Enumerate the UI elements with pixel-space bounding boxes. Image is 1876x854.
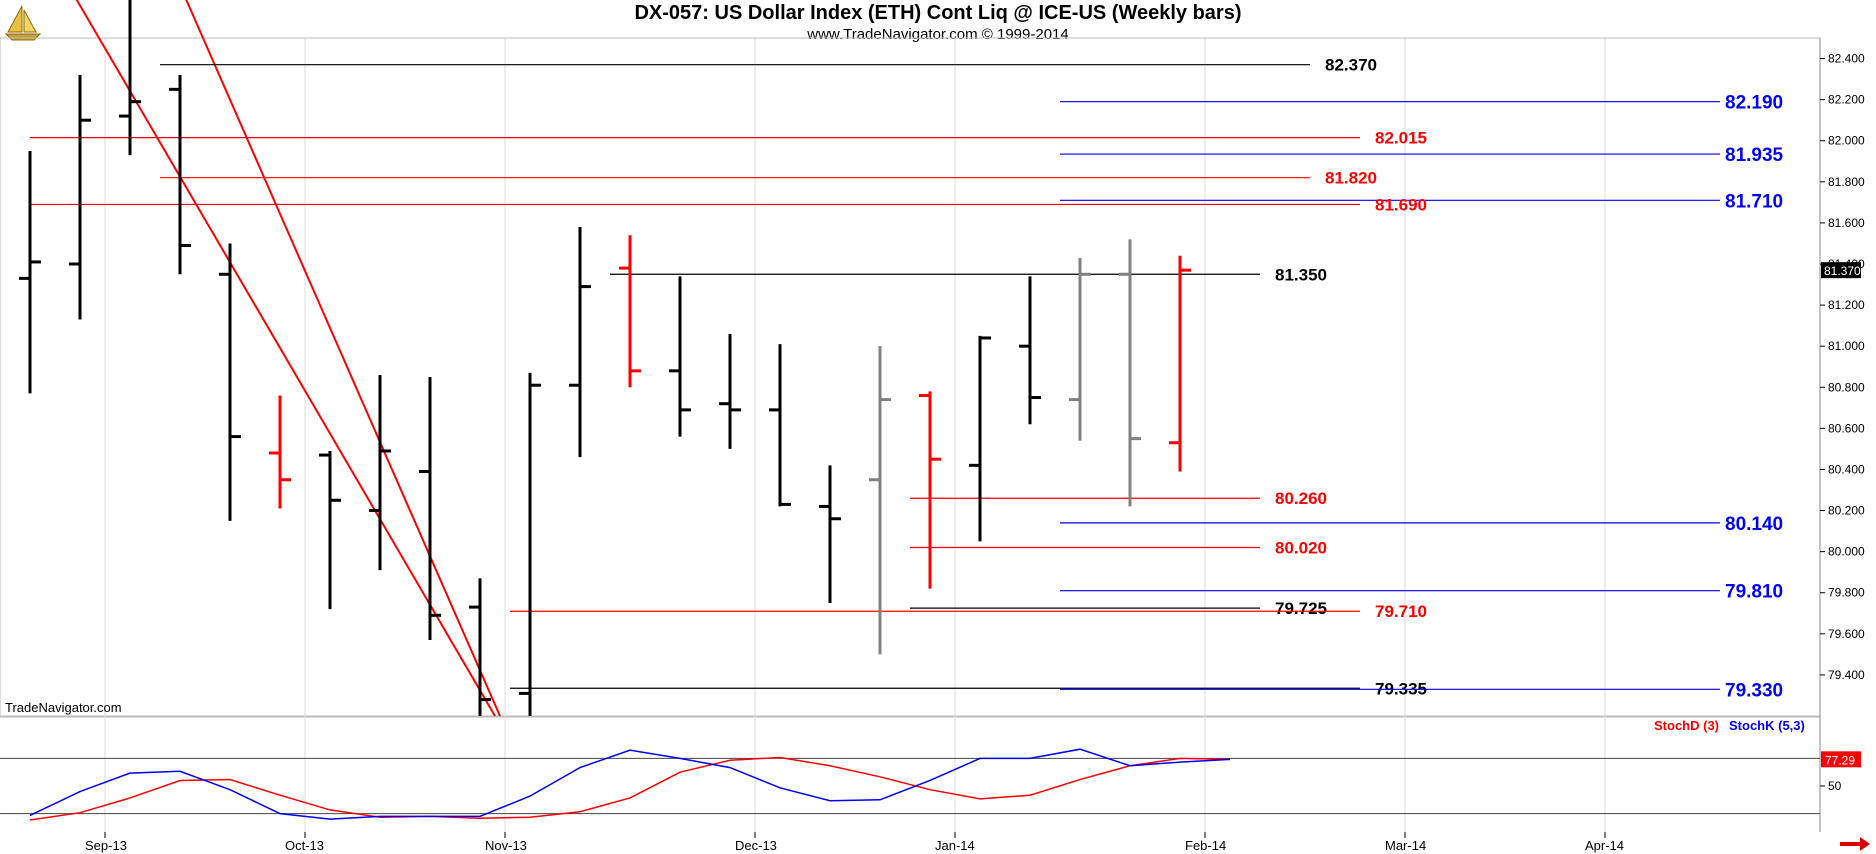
ohlc-bar: [1069, 257, 1091, 441]
y-tick-label: 81.800: [1828, 175, 1865, 189]
level-label: 79.330: [1725, 680, 1783, 701]
y-tick-label: 82.200: [1828, 93, 1865, 107]
ohlc-bar: [469, 578, 491, 716]
ohlc-bar: [1019, 276, 1041, 425]
level-label: 80.260: [1275, 489, 1327, 508]
last-price-box: [1821, 262, 1861, 279]
y-tick-label: 79.400: [1828, 668, 1865, 682]
level-label: 79.710: [1375, 602, 1427, 621]
level-label: 79.810: [1725, 582, 1783, 603]
ohlc-bar: [1119, 239, 1141, 507]
ohlc-bar: [619, 235, 641, 388]
stoch-last-value-box: [1821, 751, 1861, 768]
ohlc-bar: [1169, 255, 1191, 472]
stoch-series-line: [29, 748, 1231, 820]
level-label: 81.350: [1275, 265, 1327, 284]
ohlc-bar: [919, 391, 941, 589]
ohlc-bar: [669, 276, 691, 437]
level-label: 82.190: [1725, 93, 1783, 114]
ohlc-bar: [719, 333, 741, 449]
ohlc-bar: [169, 74, 191, 275]
stoch-series-line: [29, 756, 1231, 821]
y-tick-label: 79.800: [1828, 586, 1865, 600]
y-tick-label: 81.000: [1828, 339, 1865, 353]
x-tick-label: Sep-13: [85, 838, 127, 853]
ohlc-bar: [119, 0, 141, 156]
x-tick-label: Feb-14: [1185, 838, 1226, 853]
ohlc-bar: [269, 395, 291, 509]
level-label: 82.370: [1325, 56, 1377, 75]
stoch-legend-entry: StochK (5,3): [1729, 718, 1805, 733]
watermark: TradeNavigator.com: [5, 700, 122, 715]
y-tick-label: 82.000: [1828, 134, 1865, 148]
y-tick-label: 80.600: [1828, 421, 1865, 435]
red-right-arrow-icon[interactable]: [1838, 834, 1872, 854]
x-tick-label: Dec-13: [735, 838, 777, 853]
last-price-label: 81.370: [1824, 264, 1861, 278]
level-label: 81.710: [1725, 191, 1783, 212]
level-label: 79.725: [1275, 599, 1327, 618]
ohlc-bar: [369, 374, 391, 571]
level-label: 80.020: [1275, 539, 1327, 558]
trendline: [75, 0, 496, 717]
ohlc-bar: [219, 243, 241, 521]
y-tick-label: 82.400: [1828, 52, 1865, 66]
ohlc-bar: [569, 227, 591, 458]
y-tick-label: 80.000: [1828, 545, 1865, 559]
ohlc-bar: [769, 344, 791, 507]
ohlc-bar: [419, 377, 441, 640]
y-tick-label: 80.800: [1828, 380, 1865, 394]
stoch-y-tick-label: 50: [1828, 779, 1842, 793]
trendline: [185, 0, 501, 717]
ohlc-bar: [19, 151, 41, 394]
y-tick-label: 81.200: [1828, 298, 1865, 312]
ohlc-bar: [819, 465, 841, 603]
ohlc-bar: [69, 74, 91, 320]
y-tick-label: 79.600: [1828, 627, 1865, 641]
level-label: 80.140: [1725, 514, 1783, 535]
x-tick-label: Apr-14: [1585, 838, 1624, 853]
chart-title: DX-057: US Dollar Index (ETH) Cont Liq @…: [634, 2, 1242, 24]
x-tick-label: Mar-14: [1385, 838, 1426, 853]
level-label: 82.015: [1375, 129, 1427, 148]
stoch-legend-entry: StochD (3): [1654, 718, 1719, 733]
chart-subtitle: www.TradeNavigator.com © 1999-2014: [807, 26, 1069, 43]
ohlc-bar: [869, 346, 891, 655]
level-label: 81.820: [1325, 169, 1377, 188]
y-tick-label: 80.400: [1828, 462, 1865, 476]
ohlc-bar: [969, 335, 991, 542]
stoch-last-value-label: 77.29: [1825, 753, 1855, 767]
y-tick-label: 81.600: [1828, 216, 1865, 230]
level-label: 81.935: [1725, 145, 1784, 166]
level-label: 81.690: [1375, 195, 1427, 214]
x-tick-label: Nov-13: [485, 838, 527, 853]
ohlc-bar: [519, 372, 541, 716]
x-tick-label: Jan-14: [935, 838, 975, 853]
x-tick-label: Oct-13: [285, 838, 324, 853]
y-tick-label: 80.200: [1828, 504, 1865, 518]
price-panel-frame: [0, 37, 1821, 717]
ohlc-bar: [319, 450, 341, 610]
